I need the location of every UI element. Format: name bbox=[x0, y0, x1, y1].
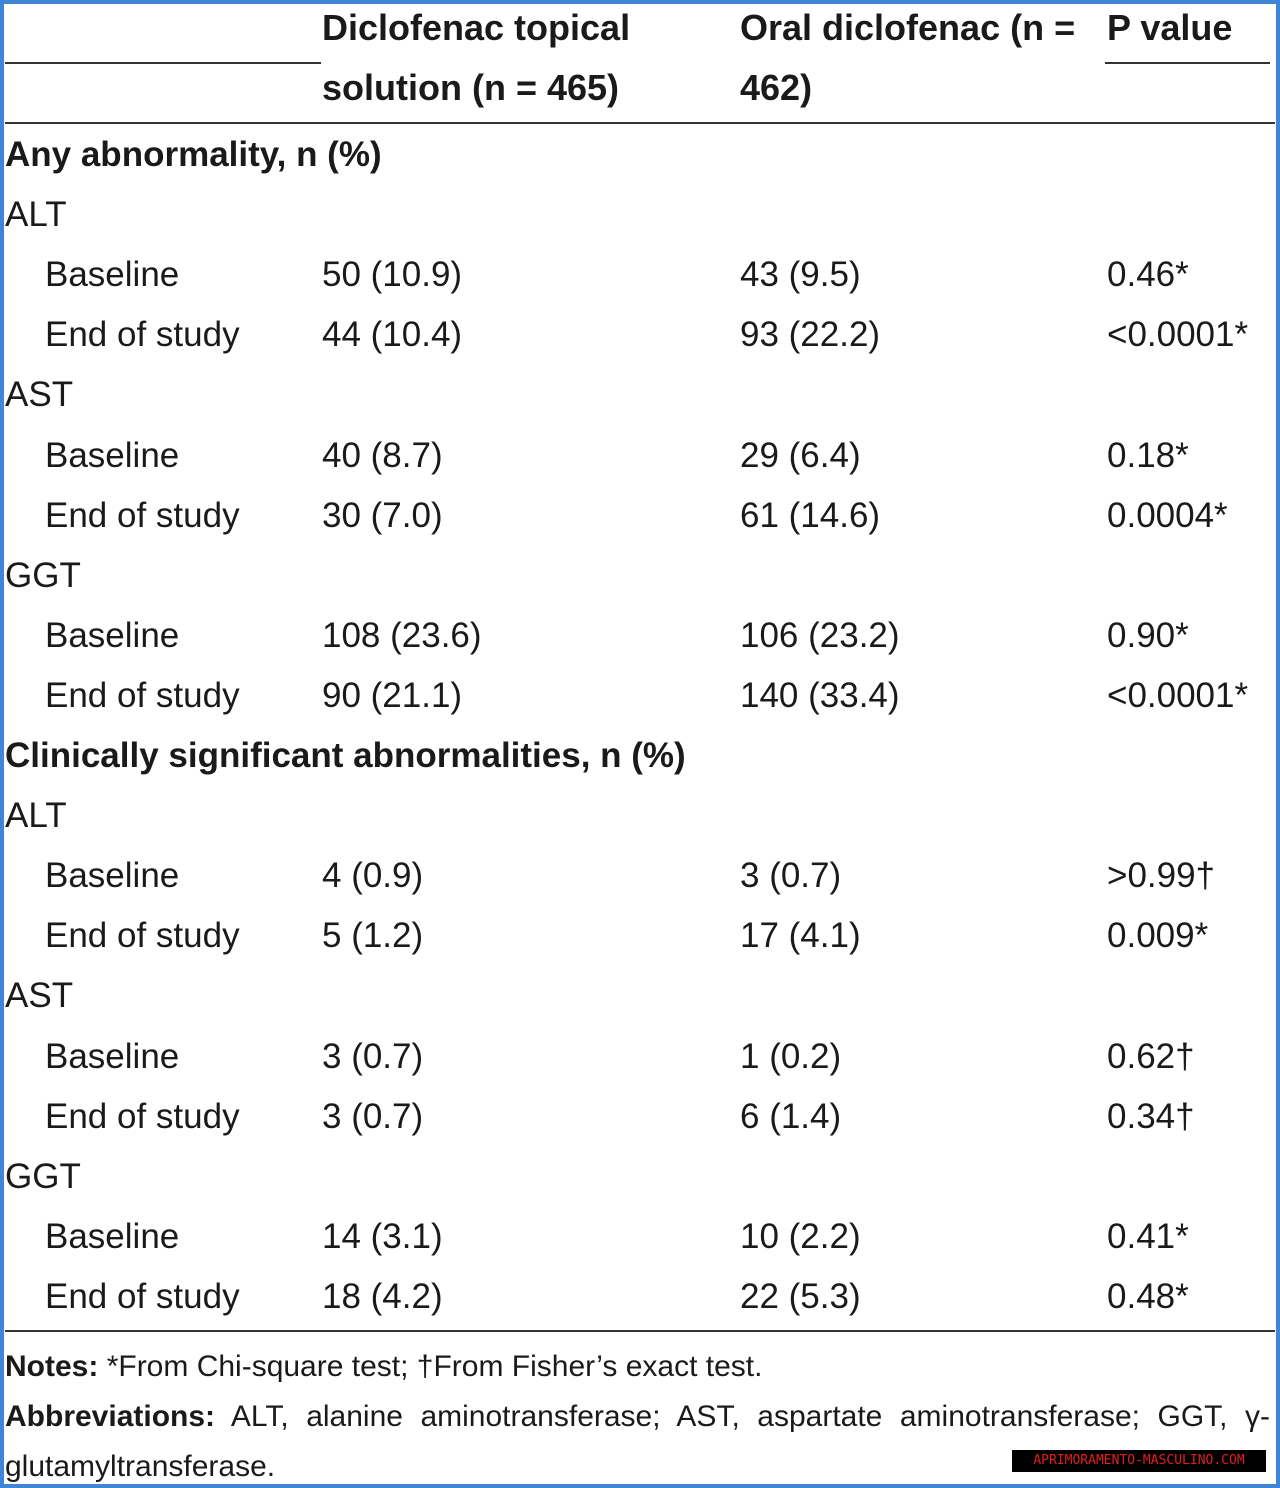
header-rule bbox=[5, 122, 1275, 124]
bottom-rule bbox=[5, 1330, 1275, 1332]
row-label: End of study bbox=[45, 315, 240, 355]
cell: 90 (21.1) bbox=[322, 675, 463, 715]
cell: 6 (1.4) bbox=[740, 1096, 842, 1136]
row-label: Baseline bbox=[45, 255, 180, 295]
watermark: APRIMORAMENTO-MASCULINO.COM bbox=[1012, 1450, 1266, 1472]
column-header: Oral diclofenac (n = 462) bbox=[740, 7, 1076, 108]
cell: 0.62† bbox=[1107, 1036, 1195, 1076]
row-label: End of study bbox=[45, 675, 240, 715]
abbreviations-text: ALT, alanine aminotransferase; AST, aspa… bbox=[5, 1400, 1270, 1483]
cell: 0.34† bbox=[1107, 1096, 1195, 1136]
notes-text: *From Chi-square test; †From Fisher’s ex… bbox=[106, 1350, 763, 1383]
cell: 93 (22.2) bbox=[740, 315, 881, 355]
row-label: End of study bbox=[45, 495, 240, 535]
cell: <0.0001* bbox=[1107, 675, 1249, 715]
row-label: Baseline bbox=[45, 856, 180, 896]
section-title: Any abnormality, n (%) bbox=[5, 135, 382, 174]
cell: 0.009* bbox=[1107, 916, 1209, 956]
cell: 4 (0.9) bbox=[322, 856, 424, 896]
cell: 106 (23.2) bbox=[740, 615, 900, 655]
abbreviations: Abbreviations: ALT, alanine aminotransfe… bbox=[5, 1392, 1270, 1484]
row-label: End of study bbox=[45, 1096, 240, 1136]
cell: 0.48* bbox=[1107, 1276, 1189, 1316]
cell: 29 (6.4) bbox=[740, 435, 861, 475]
column-header: P value bbox=[1107, 7, 1233, 48]
cell: 140 (33.4) bbox=[740, 675, 900, 715]
row-label: Baseline bbox=[45, 435, 180, 475]
cell: 0.46* bbox=[1107, 255, 1189, 295]
group-label: ALT bbox=[5, 796, 67, 836]
row-label: Baseline bbox=[45, 615, 180, 655]
abbreviations-label: Abbreviations: bbox=[5, 1400, 216, 1433]
cell: >0.99† bbox=[1107, 856, 1216, 896]
row-label: End of study bbox=[45, 1276, 240, 1316]
cell: 3 (0.7) bbox=[322, 1036, 424, 1076]
cell: 1 (0.2) bbox=[740, 1036, 842, 1076]
cell: 17 (4.1) bbox=[740, 916, 861, 956]
group-label: AST bbox=[5, 375, 74, 415]
cell: 108 (23.6) bbox=[322, 615, 482, 655]
cell: 30 (7.0) bbox=[322, 495, 443, 535]
group-label: GGT bbox=[5, 1156, 81, 1196]
row-label: End of study bbox=[45, 916, 240, 956]
cell: 22 (5.3) bbox=[740, 1276, 861, 1316]
header-rule bbox=[1105, 62, 1270, 64]
group-label: AST bbox=[5, 976, 74, 1016]
cell: 3 (0.7) bbox=[322, 1096, 424, 1136]
column-header: Diclofenac topical solution (n = 465) bbox=[322, 7, 631, 108]
cell: <0.0001* bbox=[1107, 315, 1249, 355]
cell: 0.18* bbox=[1107, 435, 1189, 475]
cell: 3 (0.7) bbox=[740, 856, 842, 896]
cell: 50 (10.9) bbox=[322, 255, 463, 295]
cell: 5 (1.2) bbox=[322, 916, 424, 956]
cell: 0.0004* bbox=[1107, 495, 1228, 535]
header-rule bbox=[5, 62, 321, 64]
cell: 40 (8.7) bbox=[322, 435, 443, 475]
group-label: ALT bbox=[5, 195, 67, 235]
cell: 44 (10.4) bbox=[322, 315, 463, 355]
group-label: GGT bbox=[5, 555, 81, 595]
cell: 61 (14.6) bbox=[740, 495, 881, 535]
cell: 18 (4.2) bbox=[322, 1276, 443, 1316]
cell: 43 (9.5) bbox=[740, 255, 861, 295]
cell: 10 (2.2) bbox=[740, 1216, 861, 1256]
notes-label: Notes: bbox=[5, 1350, 99, 1383]
notes: Notes: *From Chi-square test; †From Fish… bbox=[5, 1342, 1270, 1392]
cell: 0.90* bbox=[1107, 615, 1189, 655]
cell: 14 (3.1) bbox=[322, 1216, 443, 1256]
row-label: Baseline bbox=[45, 1036, 180, 1076]
row-label: Baseline bbox=[45, 1216, 180, 1256]
cell: 0.41* bbox=[1107, 1216, 1189, 1256]
section-title: Clinically significant abnormalities, n … bbox=[5, 736, 686, 775]
